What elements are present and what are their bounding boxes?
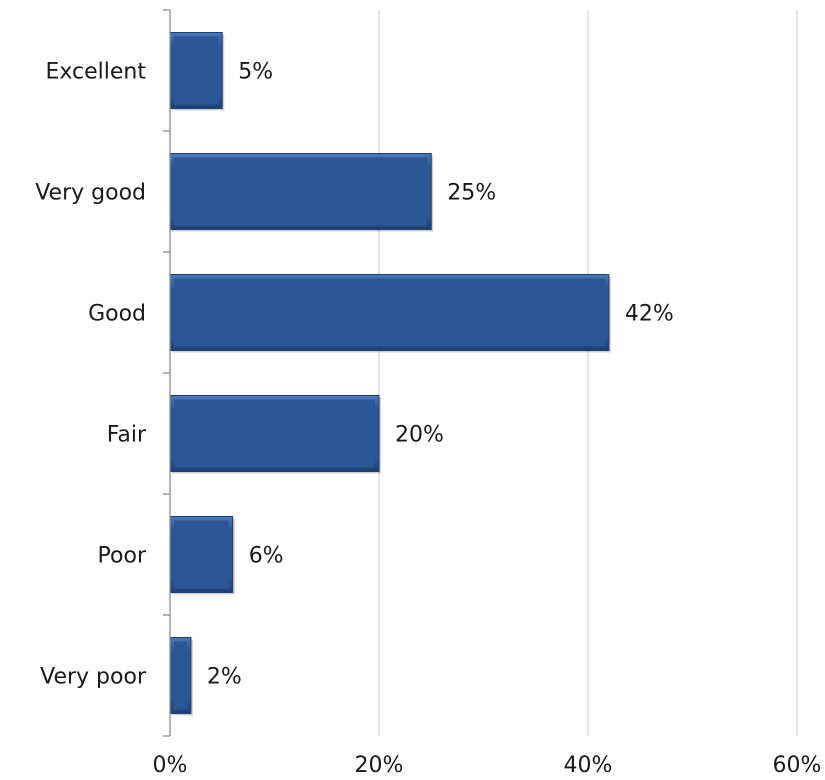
bar-group xyxy=(169,516,235,595)
data-label: 2% xyxy=(207,665,242,690)
category-label: Excellent xyxy=(46,60,147,85)
bar-group xyxy=(169,274,611,353)
bars: 5% 25% 42% 20% 6% 2% xyxy=(169,32,674,716)
data-label: 6% xyxy=(249,544,284,569)
x-tick-label: 20% xyxy=(355,753,404,778)
x-tick-label: 40% xyxy=(564,753,613,778)
bar-group xyxy=(169,395,381,474)
bar-face xyxy=(174,399,375,468)
category-label: Very good xyxy=(35,181,146,206)
data-label: 5% xyxy=(238,60,273,85)
bar-group xyxy=(169,637,193,716)
bar-face xyxy=(174,36,219,105)
category-label: Good xyxy=(88,302,146,327)
x-tick-label: 0% xyxy=(153,753,188,778)
bar-face xyxy=(174,157,428,226)
bar-group xyxy=(169,32,225,111)
category-label: Very poor xyxy=(40,665,147,690)
bar-face xyxy=(174,278,605,347)
x-tick-label: 60% xyxy=(773,753,822,778)
x-axis: 0% 20% 40% 60% xyxy=(153,753,822,778)
bar-face xyxy=(174,641,187,710)
y-axis: Excellent Very good Good Fair Poor Very poor xyxy=(35,9,171,737)
bar-face xyxy=(174,520,229,589)
bar-group xyxy=(169,153,434,232)
gridlines xyxy=(378,10,798,736)
category-label: Poor xyxy=(98,544,147,569)
data-label: 20% xyxy=(395,423,444,448)
data-label: 42% xyxy=(625,302,674,327)
data-label: 25% xyxy=(447,181,496,206)
category-label: Fair xyxy=(107,423,147,448)
